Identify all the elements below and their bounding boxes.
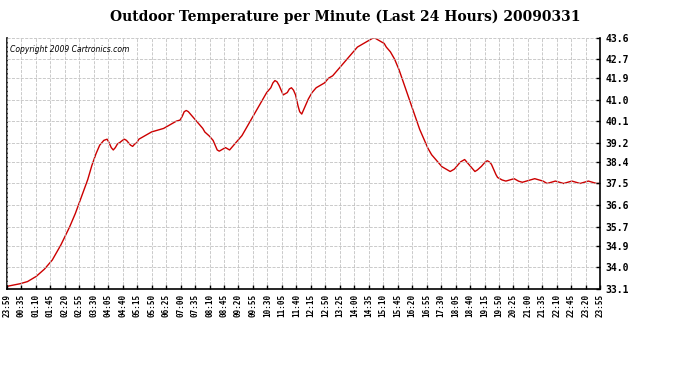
Text: Copyright 2009 Cartronics.com: Copyright 2009 Cartronics.com	[10, 45, 129, 54]
Text: Outdoor Temperature per Minute (Last 24 Hours) 20090331: Outdoor Temperature per Minute (Last 24 …	[110, 9, 580, 24]
